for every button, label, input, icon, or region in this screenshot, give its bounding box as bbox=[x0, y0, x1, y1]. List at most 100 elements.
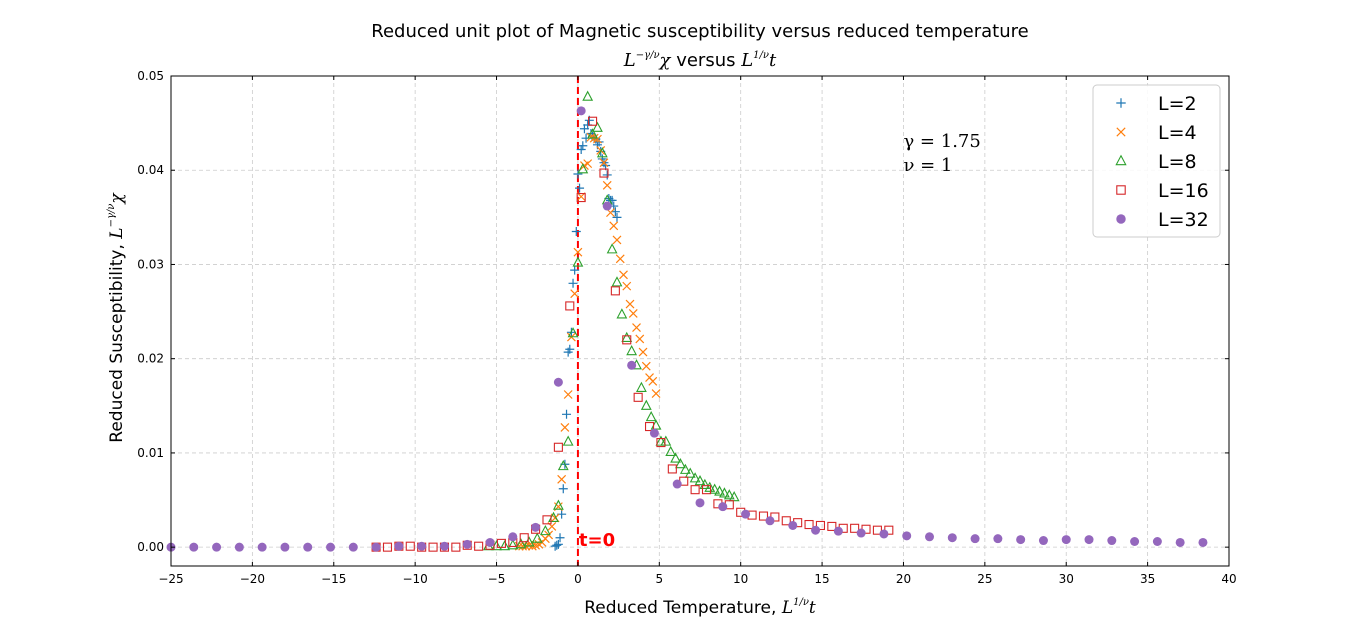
data-point bbox=[610, 286, 620, 296]
y-tick-label: 0.05 bbox=[137, 69, 164, 83]
data-point bbox=[417, 541, 427, 551]
data-point bbox=[694, 475, 706, 486]
x-tick-label: −20 bbox=[240, 572, 265, 586]
data-point bbox=[557, 474, 567, 484]
data-point bbox=[1198, 537, 1208, 547]
data-point bbox=[555, 533, 565, 543]
data-point bbox=[563, 390, 573, 399]
data-point bbox=[428, 542, 438, 552]
data-point bbox=[562, 409, 572, 419]
data-point bbox=[695, 498, 705, 508]
data-point bbox=[611, 276, 623, 287]
t-zero-line: t=0 bbox=[576, 76, 615, 566]
data-point bbox=[641, 361, 651, 371]
data-point bbox=[850, 523, 860, 533]
data-point bbox=[573, 247, 583, 257]
legend-marker bbox=[1116, 214, 1126, 224]
data-point bbox=[573, 169, 583, 179]
data-point bbox=[993, 534, 1003, 544]
x-tick-label: 10 bbox=[733, 572, 748, 586]
data-point bbox=[1016, 535, 1026, 545]
annotation: ν = 1 bbox=[903, 155, 952, 176]
data-point bbox=[371, 542, 381, 552]
series-l-8 bbox=[482, 90, 740, 551]
data-point bbox=[856, 528, 866, 538]
data-point bbox=[970, 534, 980, 544]
data-point bbox=[586, 132, 596, 142]
data-point bbox=[765, 516, 775, 526]
data-point bbox=[592, 121, 603, 132]
y-axis-label: Reduced Susceptibility, L−γ/νχ bbox=[106, 192, 127, 443]
data-point bbox=[947, 533, 957, 543]
data-point bbox=[570, 265, 580, 275]
data-point bbox=[741, 509, 751, 519]
chart-subtitle: L−γ/νχ versus L1/νt bbox=[623, 50, 777, 71]
data-point bbox=[672, 479, 682, 489]
data-point bbox=[553, 442, 563, 452]
data-point bbox=[462, 539, 472, 549]
data-point bbox=[699, 478, 711, 490]
data-point bbox=[670, 452, 681, 463]
data-point bbox=[587, 128, 598, 139]
data-point bbox=[621, 331, 633, 343]
data-point bbox=[704, 481, 716, 492]
x-axis-label: Reduced Temperature, L1/νt bbox=[584, 597, 816, 618]
data-point bbox=[709, 483, 721, 494]
data-point bbox=[679, 463, 691, 474]
data-point bbox=[578, 141, 588, 151]
data-point bbox=[583, 159, 593, 169]
data-point bbox=[588, 116, 598, 126]
data-point bbox=[616, 308, 628, 319]
data-point bbox=[622, 281, 632, 291]
data-point bbox=[632, 323, 641, 333]
data-point bbox=[496, 538, 506, 548]
data-point bbox=[577, 163, 589, 174]
data-point bbox=[1175, 537, 1185, 547]
data-point bbox=[565, 344, 575, 354]
data-point bbox=[781, 516, 791, 526]
data-point bbox=[599, 158, 609, 168]
data-point bbox=[539, 524, 551, 536]
data-point bbox=[648, 376, 658, 386]
data-point bbox=[1084, 535, 1094, 545]
x-tick-label: −15 bbox=[321, 572, 346, 586]
legend-marker bbox=[1115, 154, 1127, 166]
y-tick-label: 0.03 bbox=[137, 257, 164, 271]
data-point bbox=[635, 381, 647, 392]
legend-label: L=2 bbox=[1158, 93, 1197, 115]
data-point bbox=[615, 254, 625, 264]
data-point bbox=[660, 435, 672, 446]
data-point bbox=[576, 145, 586, 154]
parameter-annotations: γ = 1.75 ν = 1 bbox=[903, 131, 980, 176]
data-point bbox=[572, 256, 584, 267]
data-point bbox=[638, 347, 648, 357]
x-tick-label: 20 bbox=[896, 572, 911, 586]
x-tick-label: −25 bbox=[158, 572, 183, 586]
series-l-16 bbox=[371, 116, 894, 552]
data-point bbox=[606, 243, 618, 254]
data-point bbox=[326, 542, 336, 552]
data-point bbox=[651, 389, 661, 398]
data-point bbox=[576, 193, 586, 203]
y-tick-label: 0.01 bbox=[137, 446, 164, 460]
legend-label: L=4 bbox=[1158, 122, 1197, 144]
data-point bbox=[567, 327, 579, 338]
data-point bbox=[599, 168, 609, 178]
legend: L=2 L=4 L=8 L=16 L=32 bbox=[1092, 84, 1221, 238]
data-point bbox=[644, 421, 655, 432]
data-point bbox=[348, 542, 358, 552]
series-l-32 bbox=[166, 106, 1208, 552]
x-tick-label: 30 bbox=[1059, 572, 1074, 586]
data-point bbox=[607, 195, 617, 205]
data-point bbox=[582, 90, 594, 101]
data-point bbox=[602, 170, 612, 180]
data-point bbox=[439, 541, 449, 551]
data-point bbox=[833, 526, 843, 536]
data-point bbox=[701, 485, 712, 495]
data-point bbox=[645, 410, 657, 422]
data-point bbox=[553, 377, 563, 387]
data-point bbox=[612, 212, 622, 222]
data-point bbox=[804, 519, 814, 530]
data-point bbox=[1061, 535, 1071, 545]
